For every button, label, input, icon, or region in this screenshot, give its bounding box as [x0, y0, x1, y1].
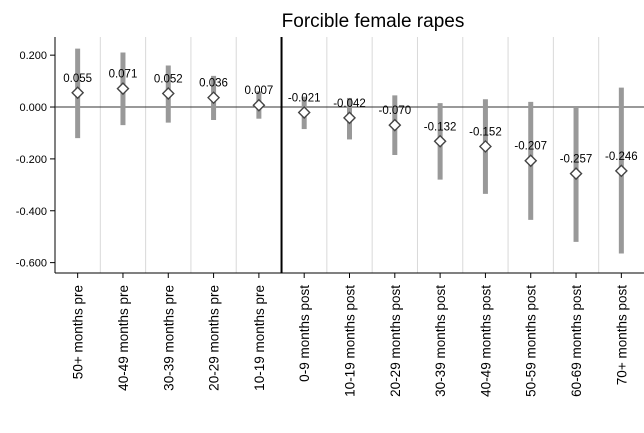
x-tick-label: 0-9 months post	[297, 285, 312, 382]
data-label: -0.207	[514, 141, 547, 153]
axes	[54, 37, 644, 274]
grid-lines	[99, 37, 600, 273]
point-marker	[388, 118, 402, 132]
x-tick-label: 40-49 months pre	[116, 285, 131, 391]
y-axis-ticks: 0.200 0.000 -0.200 -0.400 -0.600	[16, 50, 55, 270]
x-tick-label: 70+ months post	[614, 285, 629, 385]
x-tick-label: 20-29 months pre	[207, 285, 222, 391]
x-axis-ticks: 50+ months pre 40-49 months pre 30-39 mont…	[71, 273, 629, 397]
data-labels: 0.055 0.071 0.052 0.036 0.007 -0.021 -0.042 -0.…	[63, 69, 637, 166]
x-tick-label: 60-69 months post	[569, 285, 584, 397]
y-tick-label: -0.200	[16, 154, 47, 166]
data-label: 0.055	[63, 73, 92, 85]
data-label: -0.257	[560, 154, 593, 166]
x-tick-label: 40-49 months post	[478, 285, 493, 397]
y-tick-label: 0.200	[19, 50, 47, 62]
y-tick-label: -0.400	[16, 206, 47, 218]
x-tick-label: 50+ months pre	[71, 285, 86, 379]
point-marker	[524, 154, 538, 168]
y-tick-label: 0.000	[19, 102, 47, 114]
data-label: -0.152	[469, 126, 502, 138]
point-marker	[614, 164, 628, 178]
x-tick-label: 30-39 months post	[433, 285, 448, 397]
point-marker	[252, 98, 266, 112]
data-label: -0.042	[333, 98, 366, 110]
point-marker	[207, 91, 221, 105]
point-marker	[569, 167, 583, 181]
chart-title: Forcible female rapes	[282, 11, 465, 32]
x-tick-label: 10-19 months pre	[252, 285, 267, 391]
x-tick-label: 20-29 months post	[388, 285, 403, 397]
point-marker	[161, 87, 175, 101]
point-estimates	[71, 82, 628, 181]
data-label: -0.132	[424, 121, 457, 133]
point-marker	[116, 82, 130, 96]
x-tick-label: 50-59 months post	[524, 285, 539, 397]
point-marker	[343, 111, 356, 125]
y-tick-label: -0.600	[16, 258, 47, 270]
x-tick-label: 10-19 months post	[343, 285, 358, 397]
data-label: -0.070	[379, 105, 412, 117]
point-marker	[478, 139, 492, 153]
data-label: -0.246	[605, 151, 638, 163]
data-label: 0.071	[109, 69, 138, 81]
point-marker	[297, 105, 311, 119]
data-label: 0.052	[154, 74, 183, 86]
data-label: 0.007	[244, 85, 273, 97]
point-marker	[71, 86, 85, 100]
data-label: -0.021	[288, 92, 321, 104]
point-marker	[433, 134, 447, 148]
x-tick-label: 30-39 months pre	[161, 285, 176, 391]
data-label: 0.036	[199, 78, 228, 90]
